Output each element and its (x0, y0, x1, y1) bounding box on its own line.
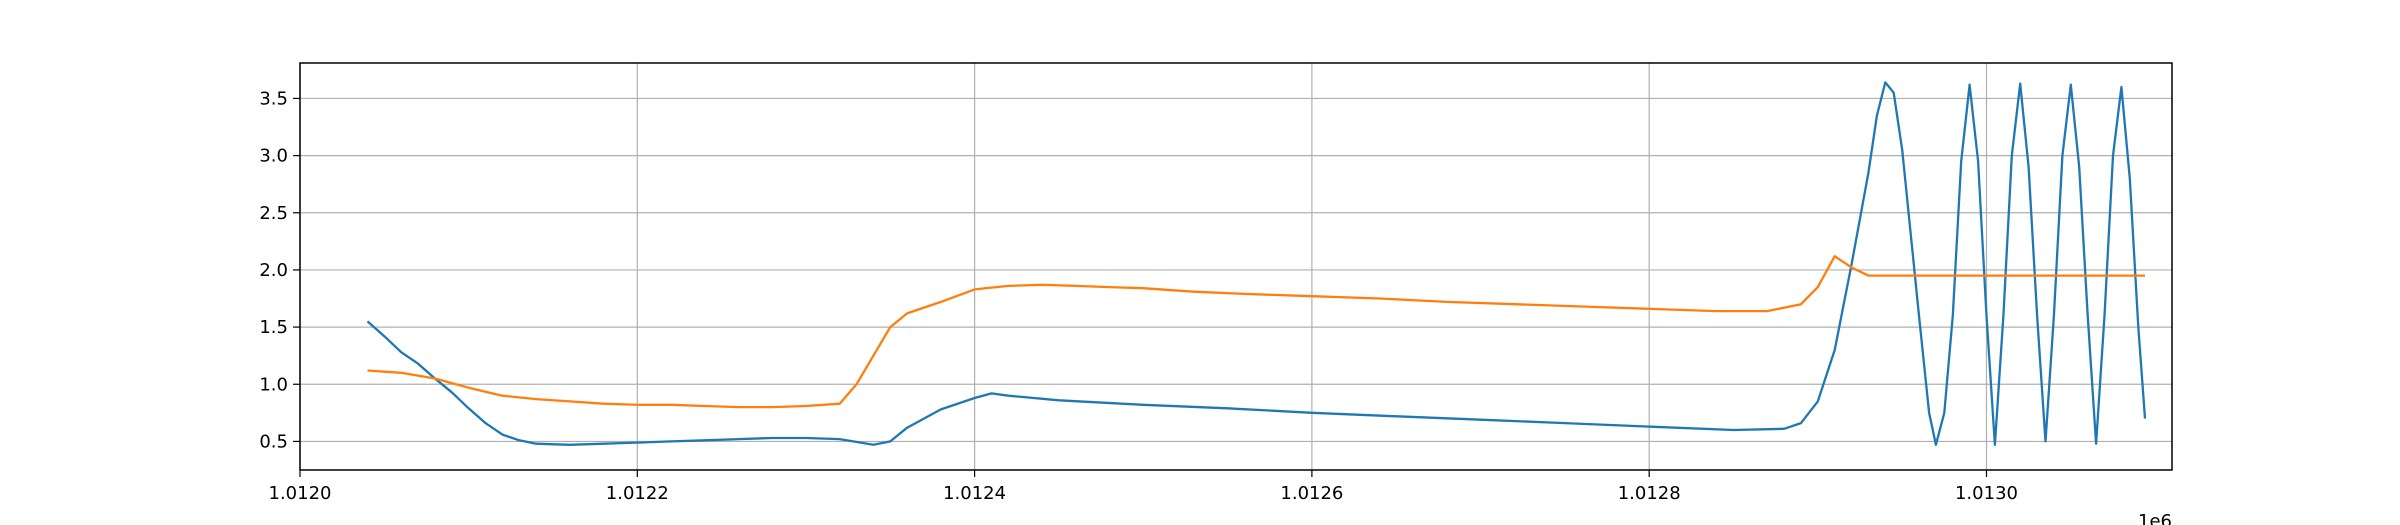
grid (299, 63, 2172, 470)
x-tick-label: 1.0124 (943, 483, 1006, 504)
plot-frame (299, 62, 2173, 471)
y-tick-label: 1.5 (259, 317, 288, 338)
series-line-2 (367, 255, 2145, 409)
y-tick-label: 0.5 (259, 431, 288, 452)
x-tick-label: 1.0122 (606, 483, 669, 504)
y-tick-label: 1.0 (259, 374, 288, 395)
x-tick-label: 1.0128 (1618, 483, 1681, 504)
y-tick-label: 2.0 (259, 260, 288, 281)
x-tick-label: 1.0130 (1955, 483, 2018, 504)
series-area (366, 81, 2147, 446)
x-offset-label: 1e6 (2138, 511, 2172, 525)
x-tick-label: 1.0126 (1280, 483, 1343, 504)
y-tick-label: 3.5 (259, 88, 288, 109)
y-tick-label: 2.5 (259, 203, 288, 224)
series-line-1 (366, 81, 2147, 446)
x-tick-label: 1.0120 (269, 483, 332, 504)
axes-ticks: 1.0120 1.0122 1.0124 1.0126 1.0128 1.0130 0.5 1… (259, 88, 2018, 504)
y-tick-label: 3.0 (259, 146, 288, 167)
